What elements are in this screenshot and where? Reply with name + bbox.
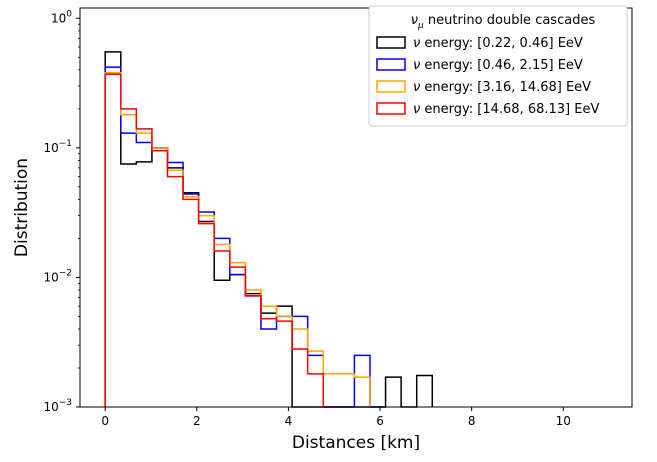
legend-title: νμ neutrino double cascades bbox=[411, 13, 596, 31]
legend-label: ν energy: [14.68, 68.13] EeV bbox=[413, 102, 599, 117]
series-1 bbox=[104, 51, 434, 408]
legend-swatch bbox=[376, 102, 406, 115]
legend-entry: ν energy: [0.22, 0.46] EeV bbox=[376, 36, 583, 51]
legend-swatch bbox=[376, 36, 406, 49]
series-2 bbox=[104, 66, 386, 408]
legend-entry: ν energy: [3.16, 14.68] EeV bbox=[376, 80, 591, 95]
legend-label: ν energy: [0.46, 2.15] EeV bbox=[413, 58, 583, 73]
x-tick-label: 4 bbox=[285, 414, 293, 428]
y-axis-ticks: 10−3 10−2 10−1 100 bbox=[43, 9, 80, 414]
y-tick-label: 10−3 bbox=[43, 398, 72, 414]
x-tick-label: 0 bbox=[101, 414, 109, 428]
plot-frame bbox=[79, 7, 633, 408]
series-1-step-line bbox=[104, 51, 434, 408]
series-2-step-line bbox=[104, 66, 386, 408]
y-tick-label: 10−1 bbox=[43, 139, 72, 155]
x-tick-label: 8 bbox=[468, 414, 476, 428]
x-tick-label: 10 bbox=[556, 414, 571, 428]
legend-label: ν energy: [0.22, 0.46] EeV bbox=[413, 36, 583, 51]
legend-box bbox=[368, 5, 628, 127]
x-tick-label: 6 bbox=[376, 414, 384, 428]
axes-layer bbox=[79, 7, 633, 408]
series-4-step-line bbox=[104, 73, 339, 408]
x-axis-label: Distances [km] bbox=[292, 433, 420, 453]
y-tick-label: 10−2 bbox=[43, 268, 72, 284]
y-tick-label: 100 bbox=[51, 9, 72, 25]
legend-entry: ν energy: [0.46, 2.15] EeV bbox=[376, 58, 583, 73]
x-axis-ticks: 0 2 4 6 8 10 bbox=[101, 407, 571, 428]
x-tick-label: 2 bbox=[193, 414, 201, 428]
legend-entry: ν energy: [14.68, 68.13] EeV bbox=[376, 102, 599, 117]
legend-swatch bbox=[376, 58, 406, 71]
series-3 bbox=[104, 71, 371, 407]
legend-entries: ν energy: [0.22, 0.46] EeV ν energy: [0.4… bbox=[376, 36, 599, 117]
legend-label: ν energy: [3.16, 14.68] EeV bbox=[413, 80, 591, 95]
legend: νμ neutrino double cascades ν energy: [0… bbox=[368, 5, 628, 127]
series-4 bbox=[104, 73, 339, 408]
y-axis-label: Distribution bbox=[12, 158, 32, 257]
legend-swatch bbox=[376, 80, 406, 93]
series-3-step-line bbox=[104, 71, 371, 407]
